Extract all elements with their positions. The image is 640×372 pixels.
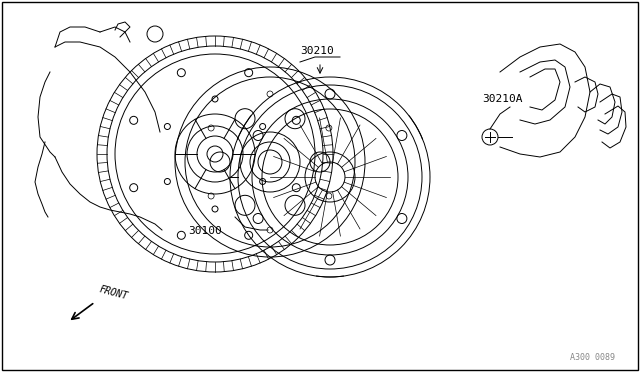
Text: 30210A: 30210A bbox=[482, 94, 522, 104]
Text: A300 0089: A300 0089 bbox=[570, 353, 615, 362]
Text: FRONT: FRONT bbox=[98, 285, 129, 302]
Text: 30100: 30100 bbox=[188, 226, 222, 236]
Text: 30210: 30210 bbox=[300, 46, 333, 56]
